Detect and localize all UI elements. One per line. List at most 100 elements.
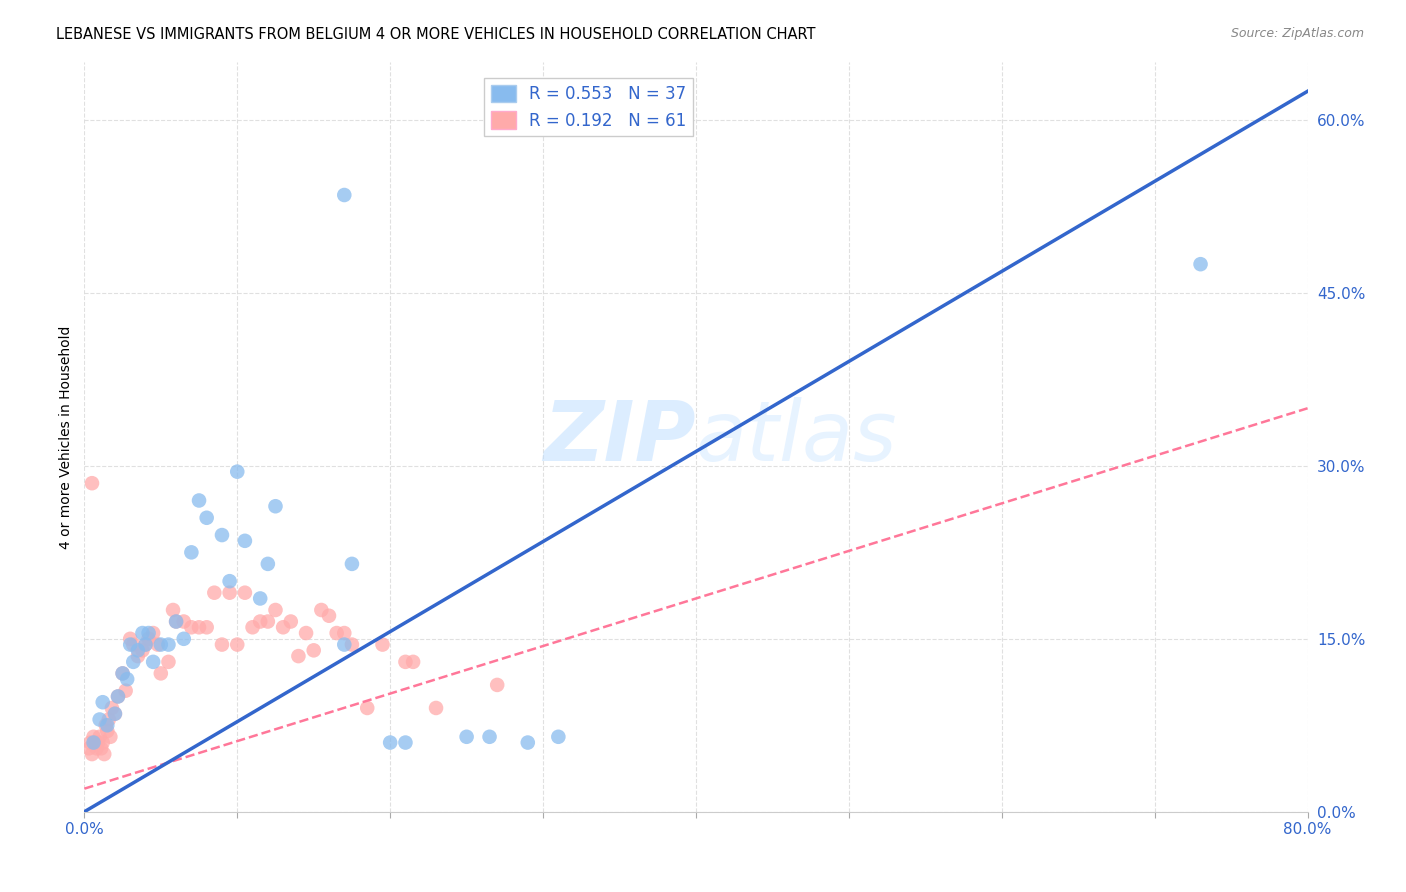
Legend: R = 0.553   N = 37, R = 0.192   N = 61: R = 0.553 N = 37, R = 0.192 N = 61 [484,78,693,136]
Point [131,626,153,640]
Point [146,638,169,652]
Point [456,730,478,744]
Point [114,683,136,698]
Point [96,724,118,739]
Point [226,638,249,652]
Point [97,713,120,727]
Point [287,649,309,664]
Point [138,626,160,640]
Text: ZIP: ZIP [543,397,696,477]
Point [516,735,538,749]
Point [340,557,363,571]
Point [188,620,211,634]
Point [135,638,157,652]
Point [142,655,165,669]
Point [98,730,121,744]
Text: LEBANESE VS IMMIGRANTS FROM BELGIUM 4 OR MORE VEHICLES IN HOUSEHOLD CORRELATION : LEBANESE VS IMMIGRANTS FROM BELGIUM 4 OR… [56,27,815,42]
Point [77,741,100,756]
Point [486,678,509,692]
Y-axis label: 4 or more Vehicles in Household: 4 or more Vehicles in Household [59,326,73,549]
Point [135,638,157,652]
Point [104,706,127,721]
Point [149,666,172,681]
Point [120,632,142,646]
Point [93,747,115,761]
Point [142,626,165,640]
Point [89,730,111,744]
Point [127,649,149,664]
Point [380,735,402,749]
Point [83,735,105,749]
Point [120,638,142,652]
Point [173,632,195,646]
Point [233,585,256,599]
Point [218,574,240,589]
Point [211,638,233,652]
Point [257,615,280,629]
Point [80,476,103,491]
Point [104,706,127,721]
Point [122,638,145,652]
Point [138,632,160,646]
Point [96,718,118,732]
Text: Source: ZipAtlas.com: Source: ZipAtlas.com [1230,27,1364,40]
Point [101,701,124,715]
Point [249,615,271,629]
Point [91,735,114,749]
Point [94,718,117,732]
Point [165,615,187,629]
Point [311,603,333,617]
Point [226,465,249,479]
Point [188,493,211,508]
Point [295,626,318,640]
Point [195,510,218,524]
Point [547,730,569,744]
Point [180,545,202,559]
Point [165,615,187,629]
Point [356,701,378,715]
Point [87,735,110,749]
Point [107,690,129,704]
Point [280,615,302,629]
Point [80,747,103,761]
Point [425,701,447,715]
Point [333,188,356,202]
Point [1189,257,1212,271]
Point [264,603,287,617]
Point [86,741,108,756]
Point [127,643,149,657]
Point [111,666,134,681]
Point [478,730,501,744]
Point [89,713,111,727]
Point [83,730,105,744]
Point [91,695,114,709]
Point [79,735,101,749]
Point [195,620,218,634]
Point [242,620,264,634]
Point [180,620,202,634]
Point [325,626,347,640]
Point [84,735,107,749]
Point [333,638,356,652]
Point [157,655,180,669]
Point [394,655,416,669]
Point [107,690,129,704]
Point [318,608,340,623]
Point [264,500,287,514]
Point [233,533,256,548]
Point [394,735,416,749]
Text: atlas: atlas [696,397,897,477]
Point [149,638,172,652]
Point [111,666,134,681]
Point [122,655,145,669]
Point [202,585,225,599]
Point [249,591,271,606]
Point [302,643,325,657]
Point [340,638,363,652]
Point [371,638,394,652]
Point [218,585,240,599]
Point [131,643,153,657]
Point [157,638,180,652]
Point [211,528,233,542]
Point [115,672,138,686]
